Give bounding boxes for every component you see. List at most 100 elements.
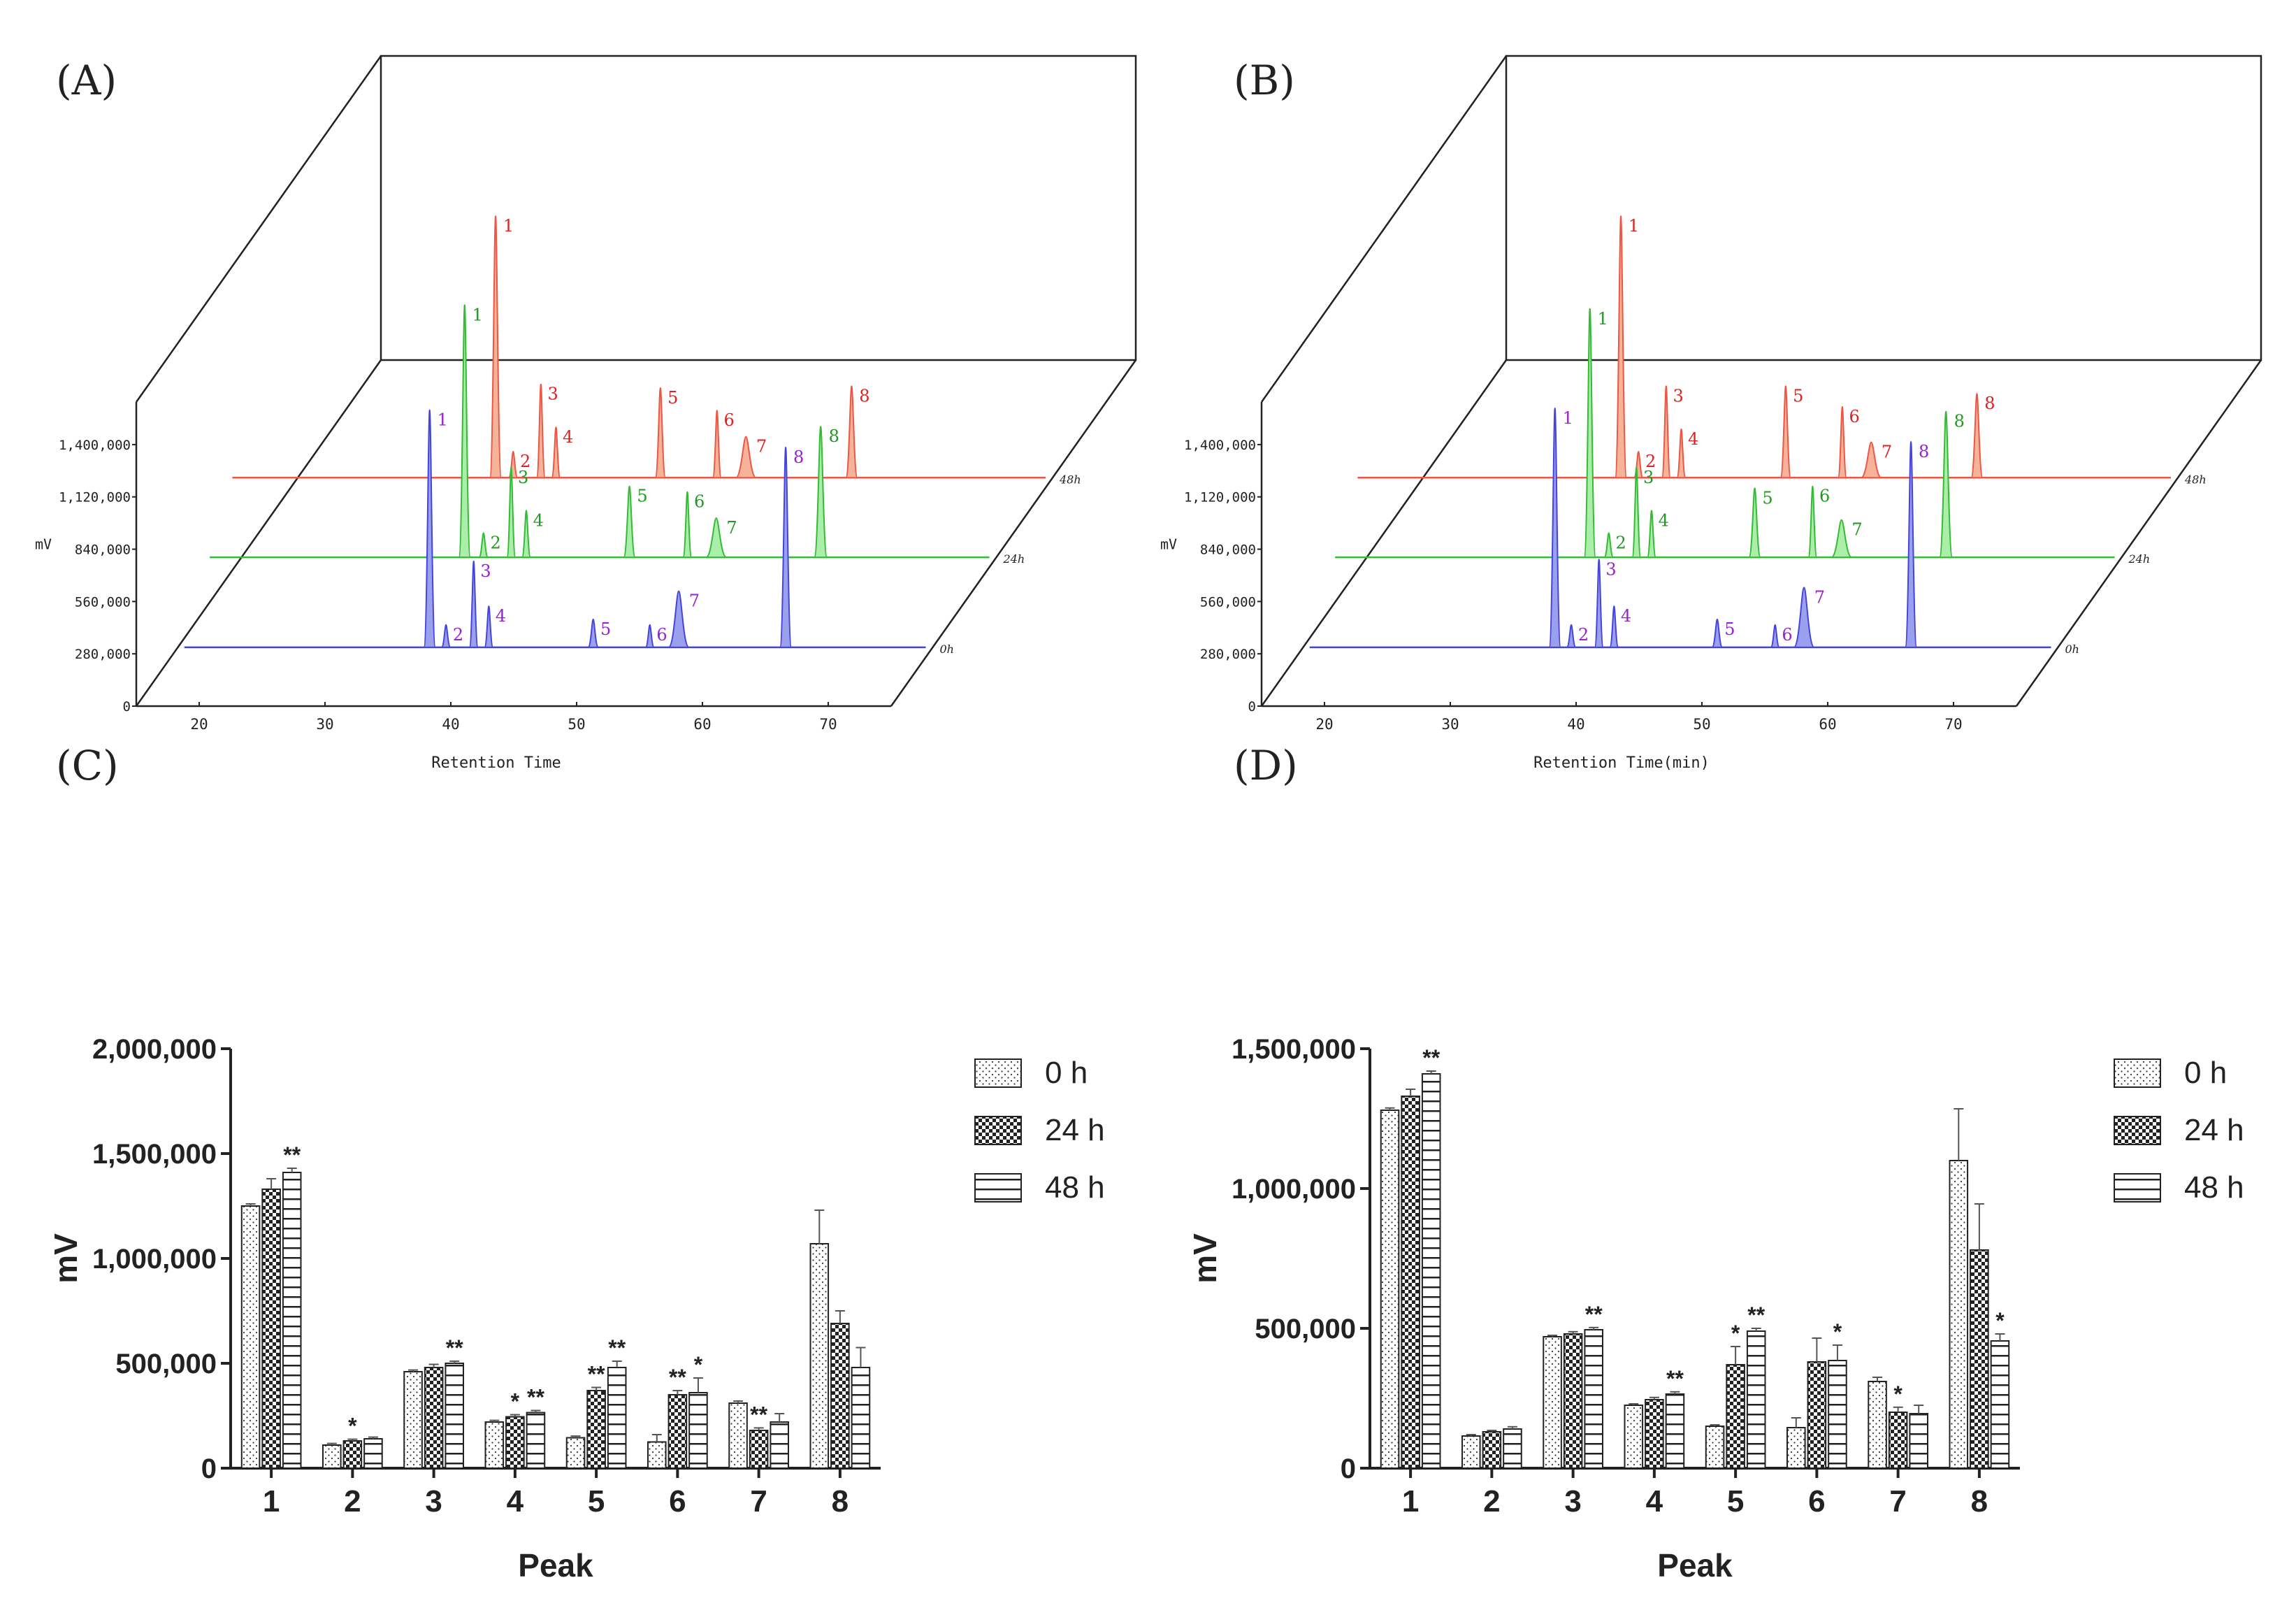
x-tick-label: 5: [588, 1484, 605, 1519]
bar-0h-peak-5: [565, 1437, 586, 1469]
peak-48h-6: [1837, 405, 1847, 479]
peak-label: 1: [438, 410, 448, 429]
peak-label: 4: [563, 427, 573, 447]
bar-48h-peak-7: [770, 1421, 789, 1469]
significance-mark: *: [348, 1414, 357, 1439]
bar-0h-peak-3: [1543, 1336, 1562, 1469]
peak-label: 1: [1598, 309, 1608, 329]
peak-48h-5: [1779, 385, 1792, 479]
peak-0h-2: [440, 624, 452, 648]
legend-label: 48 h: [1045, 1170, 1105, 1205]
peak-0h-3: [1594, 559, 1604, 648]
peak-24h-3: [506, 466, 517, 559]
peak-24h-4: [521, 510, 531, 559]
peak-label: 2: [520, 452, 530, 471]
x-axis-title: Peak: [518, 1547, 593, 1584]
legend-label: 24 h: [2184, 1113, 2244, 1147]
peak-48h-1: [489, 215, 503, 479]
y-tick-label: 0: [1341, 1453, 1356, 1484]
depth-label: 0h: [940, 643, 954, 656]
significance-mark: **: [527, 1385, 544, 1410]
x-tick-label: 30: [1441, 716, 1459, 733]
bar-48h-peak-4: [526, 1412, 546, 1469]
x-tick-label: 50: [1693, 716, 1710, 733]
peak-label: 6: [1849, 407, 1859, 426]
peak-label: 6: [723, 410, 734, 430]
peak-0h-5: [587, 618, 599, 648]
peak-label: 1: [503, 216, 514, 236]
x-tick-label: 4: [1646, 1484, 1663, 1519]
y-tick-label: 560,000: [75, 594, 131, 610]
peak-label: 8: [793, 447, 804, 467]
peak-label: 3: [547, 385, 558, 404]
peak-label: 3: [1673, 386, 1683, 405]
bar-48h-peak-6: [688, 1392, 708, 1469]
legend-label: 24 h: [1045, 1113, 1105, 1147]
peak-24h-1: [458, 304, 471, 559]
peak-24h-2: [478, 532, 489, 559]
bar-0h-peak-7: [728, 1402, 748, 1469]
x-tick-label: 20: [1315, 716, 1333, 733]
left-wall-top-edge: [1260, 55, 1508, 403]
bar-48h-peak-1: [1421, 1073, 1441, 1469]
y-tick-label: 840,000: [75, 543, 131, 558]
peak-48h-8: [845, 385, 858, 479]
y-tick-label: 280,000: [75, 647, 131, 662]
y-tick-label: 0: [123, 699, 131, 715]
peak-24h-2: [1603, 532, 1615, 559]
bar-24h-peak-5: [1726, 1364, 1745, 1469]
peak-48h-8: [1970, 393, 1984, 479]
bar-24h-peak-6: [1807, 1361, 1827, 1469]
x-tick-label: 70: [819, 716, 837, 733]
bar-24h-peak-3: [424, 1367, 444, 1469]
peak-0h-5: [1711, 618, 1724, 648]
peak-label: 5: [667, 388, 678, 408]
bar-0h-peak-1: [1380, 1110, 1400, 1469]
legend-swatch: [2114, 1058, 2161, 1088]
y-tick-label: 0: [201, 1453, 217, 1484]
y-tick-label: 1,500,000: [92, 1139, 217, 1170]
significance-mark: **: [588, 1362, 605, 1387]
x-tick-label: 60: [1819, 716, 1836, 733]
peak-label: 6: [694, 492, 705, 512]
depth-label: 48h: [1059, 473, 1081, 486]
peak-label: 8: [1919, 442, 1929, 461]
legend-swatch: [974, 1173, 1022, 1203]
bar-24h-peak-8: [830, 1323, 850, 1469]
depth-label: 24h: [1003, 552, 1025, 566]
peak-0h-7: [1793, 587, 1815, 648]
bar-0h-peak-1: [240, 1205, 261, 1469]
bar-0h-peak-3: [403, 1371, 423, 1469]
x-tick-label: 1: [1402, 1484, 1419, 1519]
peak-label: 5: [637, 487, 647, 506]
bar-0h-peak-6: [1786, 1427, 1806, 1469]
floor-right-edge: [890, 359, 1137, 707]
peak-label: 5: [1762, 488, 1772, 508]
x-tick-label: 50: [568, 716, 585, 733]
legend-swatch: [2114, 1173, 2161, 1203]
bar-24h-peak-4: [1645, 1399, 1664, 1469]
y-tick-label: 2,000,000: [92, 1034, 217, 1065]
x-axis-title: Retention Time(min): [1533, 754, 1710, 772]
peak-24h-8: [814, 426, 828, 559]
peak-0h-4: [1609, 605, 1619, 648]
significance-mark: *: [1833, 1319, 1842, 1344]
y-tick-label: 1,500,000: [1232, 1034, 1356, 1065]
bar-24h-peak-4: [505, 1416, 525, 1469]
significance-mark: *: [1893, 1381, 1902, 1407]
bar-24h-peak-1: [1401, 1096, 1420, 1469]
x-tick-label: 40: [442, 716, 459, 733]
peak-0h-1: [423, 409, 436, 648]
significance-mark: *: [1995, 1308, 2005, 1333]
bar-24h-peak-6: [667, 1394, 688, 1469]
bar-0h-peak-5: [1705, 1426, 1725, 1469]
bar-0h-peak-8: [1949, 1160, 1969, 1469]
peak-48h-4: [551, 426, 561, 479]
y-tick-label: 0: [1248, 699, 1256, 715]
x-tick-label: 6: [669, 1484, 686, 1519]
bar-48h-peak-6: [1828, 1360, 1847, 1469]
x-tick-label: 60: [693, 716, 711, 733]
peak-24h-7: [1831, 519, 1852, 559]
peak-24h-7: [705, 517, 728, 559]
